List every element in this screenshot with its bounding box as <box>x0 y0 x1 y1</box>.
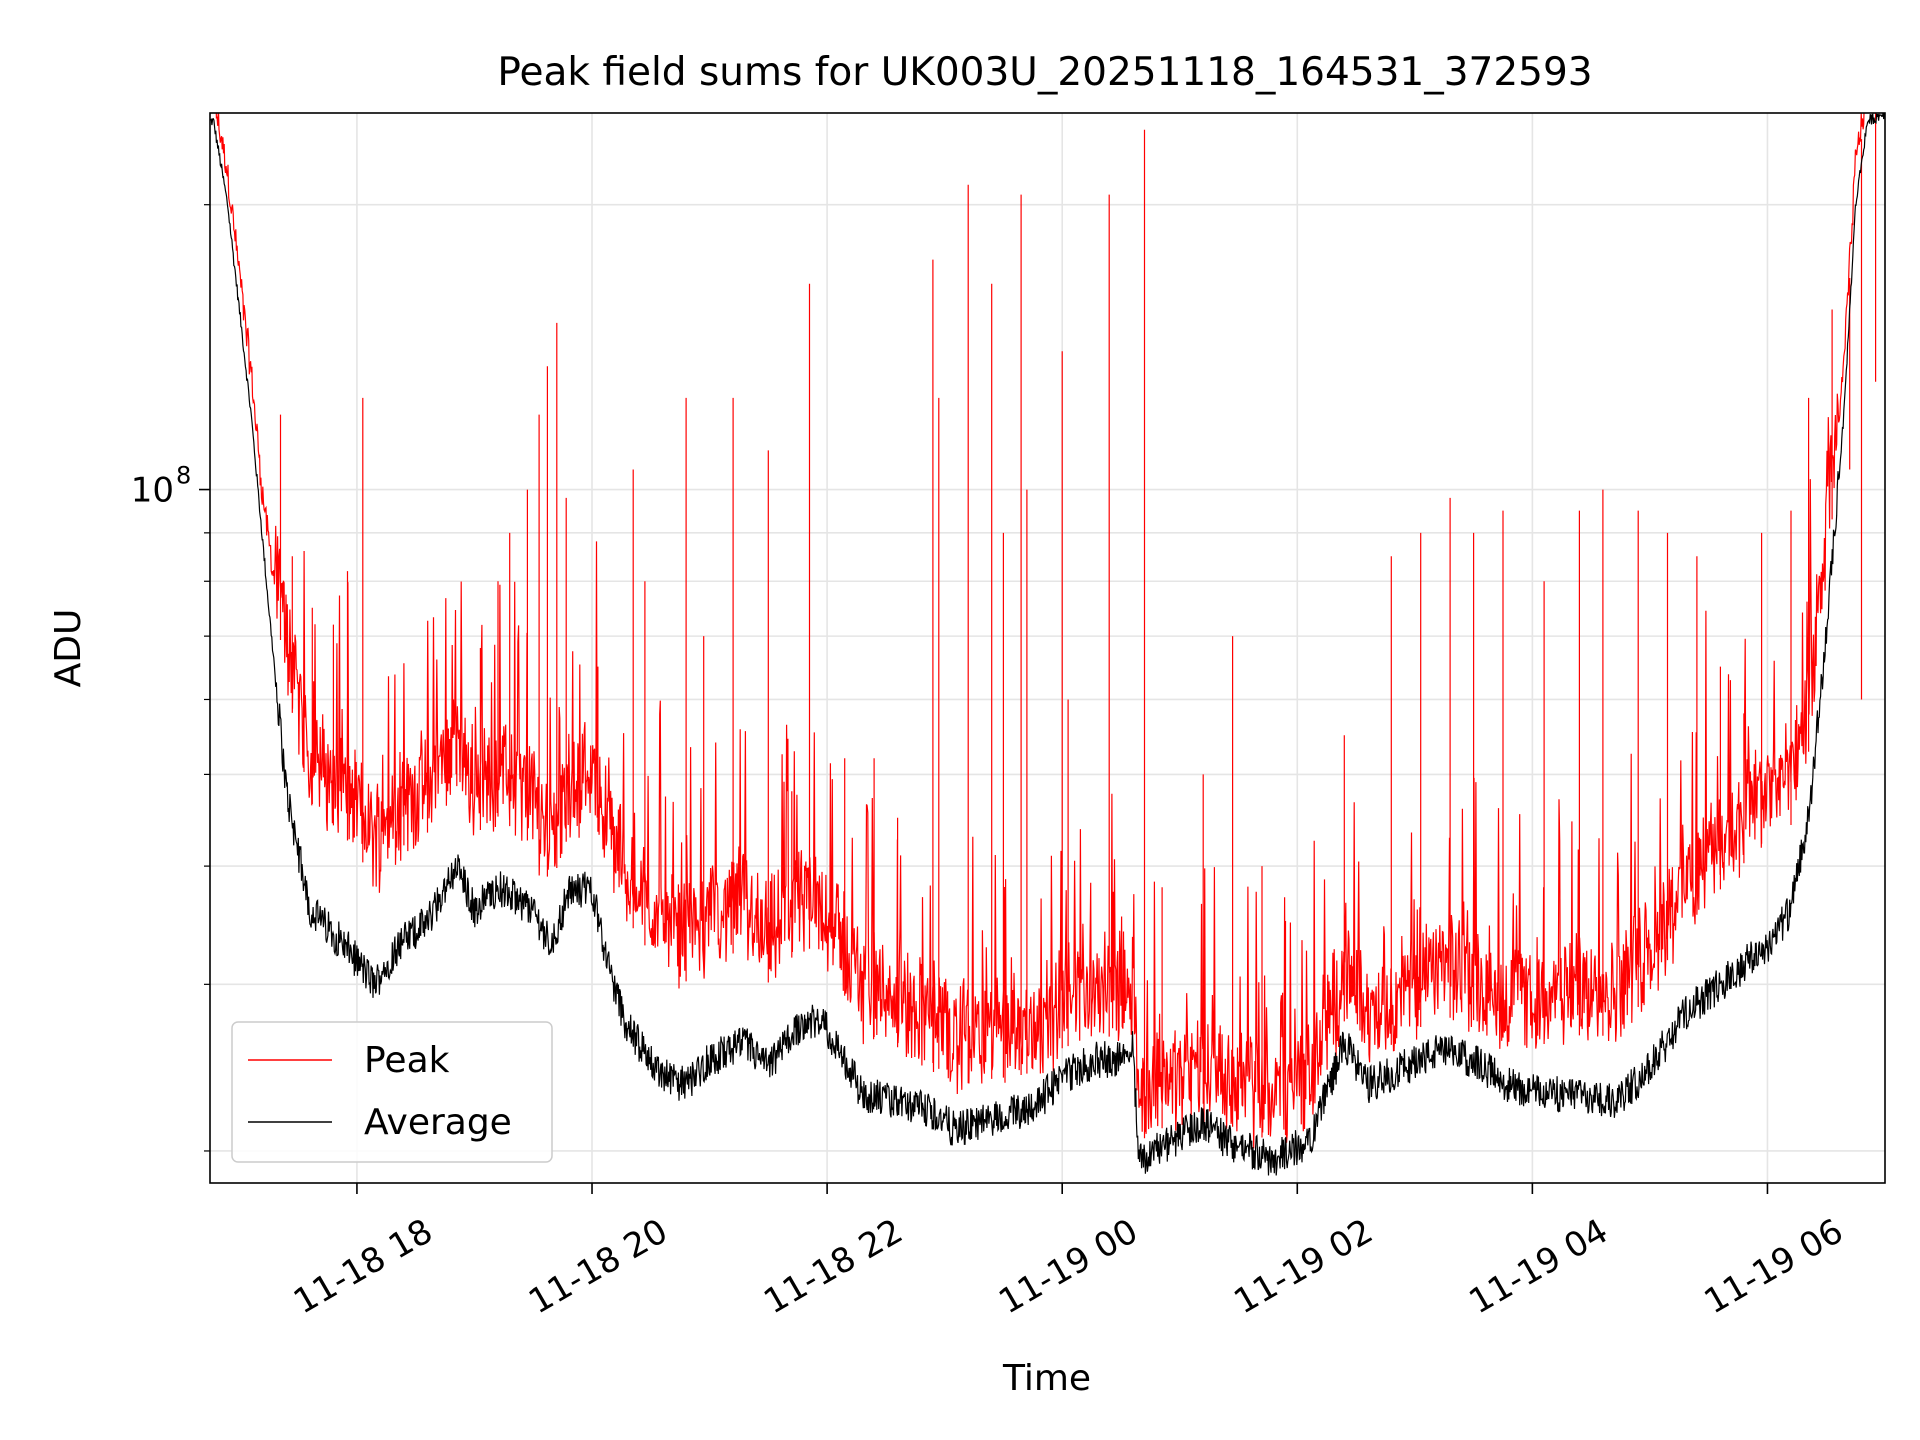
x-tick-label: 11-18 20 <box>522 1211 674 1322</box>
plot-lines <box>210 113 1885 1176</box>
x-tick-label: 11-18 18 <box>287 1211 439 1322</box>
x-tick-label: 11-19 02 <box>1227 1211 1379 1322</box>
legend: Peak Average <box>231 1021 553 1163</box>
chart-title: Peak field sums for UK003U_20251118_1645… <box>497 50 1592 95</box>
legend-box <box>231 1021 553 1163</box>
x-axis-label: Time <box>1002 1358 1091 1399</box>
average-series-line <box>210 113 1885 1176</box>
x-tick-label: 11-19 00 <box>992 1211 1144 1322</box>
y-major-tick-label: 10 <box>131 471 174 511</box>
y-major-tick-exponent: 8 <box>176 462 191 490</box>
y-axis: 10 8 <box>131 204 210 1152</box>
peak-series-line <box>215 113 1877 1149</box>
x-tick-label: 11-19 04 <box>1462 1211 1614 1322</box>
x-axis: 11-18 18 11-18 20 11-18 22 11-19 00 11-19 02… <box>287 1183 1850 1322</box>
y-axis-label: ADU <box>48 609 89 688</box>
x-tick-label: 11-18 22 <box>757 1211 909 1322</box>
x-tick-label: 11-19 06 <box>1698 1211 1850 1322</box>
legend-peak-label: Peak <box>364 1040 450 1081</box>
plot-frame <box>209 112 1886 1184</box>
legend-average-label: Average <box>364 1102 512 1143</box>
